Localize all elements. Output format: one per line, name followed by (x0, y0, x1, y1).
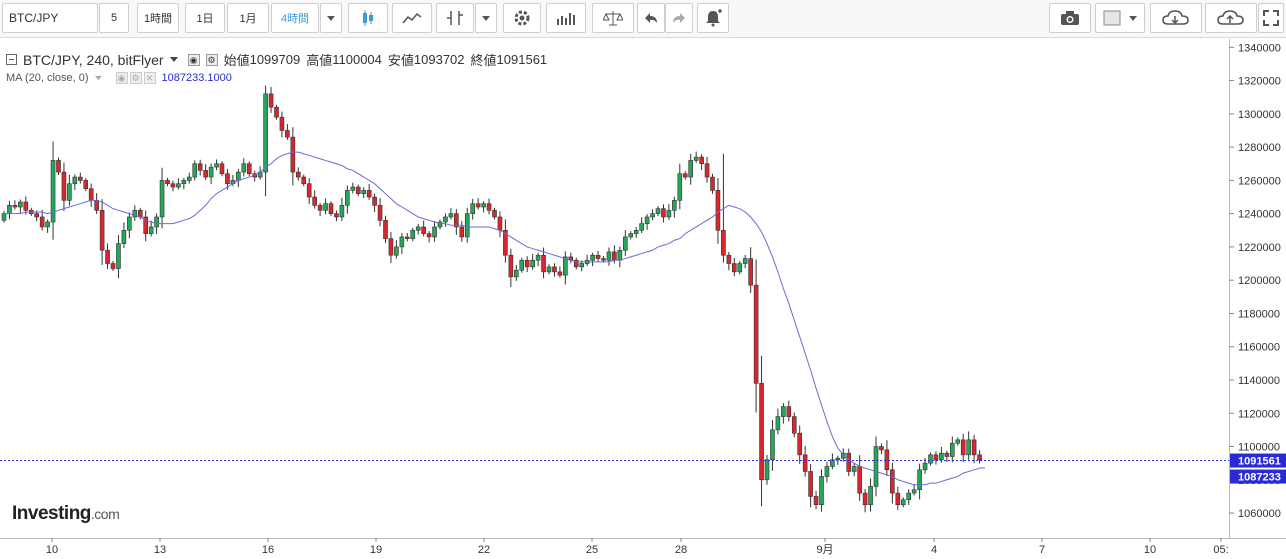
fullscreen-icon (1263, 10, 1279, 26)
chart-toolbar: BTC/JPY 5 1時間 1日 1月 4時間 (0, 0, 1286, 38)
indicator-button[interactable] (436, 3, 474, 33)
save-layout-button[interactable] (1205, 3, 1257, 33)
color-picker-button[interactable] (1095, 3, 1145, 33)
chart-plot-area[interactable] (0, 39, 1229, 538)
settings-icon[interactable]: ⚙ (129, 72, 142, 84)
close-value: 1091561 (496, 52, 548, 67)
alert-icon (706, 9, 722, 27)
investing-logo: Investing.com (12, 503, 120, 525)
high-label: 高値 (306, 53, 333, 68)
chevron-down-icon[interactable] (169, 57, 178, 62)
bars-button[interactable] (546, 3, 586, 33)
chevron-down-icon[interactable] (94, 76, 102, 80)
snapshot-button[interactable] (1049, 3, 1091, 33)
color-box-icon (1103, 10, 1137, 26)
interval-1d-button[interactable]: 1日 (185, 3, 225, 33)
indicator-dropdown-button[interactable] (475, 3, 497, 33)
compare-button[interactable] (592, 3, 634, 33)
candle-icon (363, 10, 373, 26)
interval-5-button[interactable]: 5 (99, 3, 129, 33)
interval-1m-button[interactable]: 1月 (227, 3, 269, 33)
price-axis[interactable] (1229, 39, 1286, 538)
low-label: 安値 (387, 53, 414, 68)
indicator-icon (447, 11, 463, 25)
cloud-down-icon (1162, 10, 1189, 25)
undo-icon (645, 13, 657, 23)
ma-value: 1087233.1000 (161, 72, 232, 84)
chevron-down-icon (327, 15, 335, 21)
time-axis[interactable] (0, 538, 1286, 559)
close-label: 終値 (470, 53, 497, 68)
open-label: 始値 (223, 53, 250, 68)
candle-style-button[interactable] (348, 3, 388, 33)
open-value: 1099709 (249, 52, 301, 67)
close-icon[interactable]: ✕ (143, 72, 156, 84)
interval-dropdown-button[interactable] (320, 3, 342, 33)
brand-name: Investing (12, 503, 91, 524)
interval-1h-button[interactable]: 1時間 (137, 3, 179, 33)
cloud-up-icon (1217, 10, 1244, 25)
bars-icon (557, 13, 575, 25)
brand-suffix: .com (90, 506, 120, 522)
undo-button[interactable] (637, 3, 665, 33)
load-layout-button[interactable] (1150, 3, 1202, 33)
ma-label: MA (20, close, 0) (6, 72, 89, 84)
line-style-icon (402, 12, 422, 24)
interval-4h-button[interactable]: 4時間 (271, 3, 319, 33)
redo-icon (673, 13, 685, 23)
settings-icon (514, 10, 530, 26)
compare-icon (603, 11, 623, 26)
ma-legend: MA (20, close, 0) ◉ ⚙ ✕ 1087233.1000 (6, 72, 232, 84)
redo-button[interactable] (665, 3, 693, 33)
settings-icon[interactable]: ⚙ (205, 53, 218, 66)
alert-button[interactable] (697, 3, 729, 33)
eye-icon[interactable]: ◉ (187, 53, 200, 66)
symbol-input[interactable]: BTC/JPY (2, 3, 98, 33)
high-value: 1100004 (332, 52, 382, 67)
line-style-button[interactable] (392, 3, 432, 33)
fullscreen-button[interactable] (1258, 3, 1284, 33)
low-value: 1093702 (413, 52, 465, 67)
collapse-legend-icon[interactable] (6, 54, 17, 65)
chart-legend: BTC/JPY, 240, bitFlyer ◉ ⚙ 始値 1099709 高値 1… (6, 50, 547, 69)
chevron-down-icon (482, 15, 490, 21)
camera-icon (1061, 11, 1079, 25)
settings-button[interactable] (503, 3, 541, 33)
eye-icon[interactable]: ◉ (115, 72, 128, 84)
legend-symbol: BTC/JPY, 240, bitFlyer (23, 51, 164, 68)
